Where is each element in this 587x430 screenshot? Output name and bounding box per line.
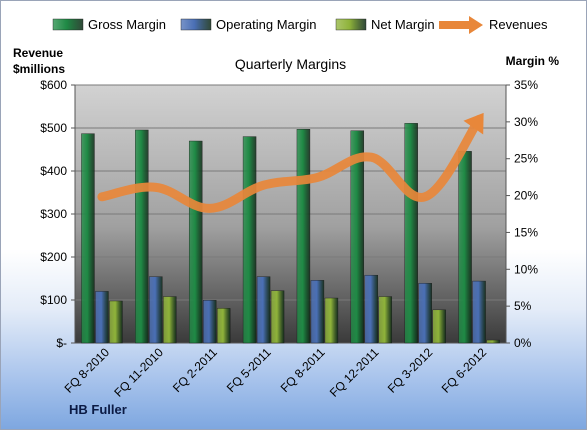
bar-operating-margin — [256, 276, 271, 344]
x-tick-label: FQ 12-2011 — [327, 345, 382, 400]
right-tick-label: 15% — [514, 225, 538, 239]
right-tick-label: 0% — [514, 336, 532, 350]
legend-label: Gross Margin — [88, 17, 166, 32]
bar-net-margin — [216, 308, 231, 344]
legend-label: Operating Margin — [216, 17, 316, 32]
legend-swatch — [180, 18, 212, 31]
bar-gross-margin — [242, 136, 257, 344]
bar-operating-margin — [95, 291, 109, 344]
x-tick-label: FQ 11-2010 — [111, 345, 166, 400]
right-axis-label: Margin % — [506, 54, 560, 68]
bar-net-margin — [378, 296, 393, 344]
bar-gross-margin — [350, 130, 365, 344]
chart-title: Quarterly Margins — [235, 56, 346, 72]
legend-swatch — [335, 18, 367, 31]
revenues-line — [97, 114, 484, 213]
right-tick-label: 20% — [514, 189, 538, 203]
right-tick-label: 5% — [514, 299, 532, 313]
right-tick-label: 25% — [514, 152, 538, 166]
legend-swatch — [52, 18, 84, 31]
bar-operating-margin — [418, 283, 432, 344]
bar-net-margin — [270, 290, 285, 344]
right-tick-label: 35% — [514, 78, 538, 92]
bar-net-margin — [163, 296, 177, 344]
bar-net-margin — [109, 300, 123, 344]
x-tick-label: FQ 6-2012 — [439, 345, 490, 396]
bar-gross-margin — [188, 140, 203, 344]
bar-gross-margin — [81, 133, 95, 344]
left-tick-label: $200 — [40, 250, 67, 264]
legend-label: Net Margin — [371, 17, 435, 32]
bar-operating-margin — [364, 274, 379, 344]
left-axis-label-line1: Revenue — [13, 46, 63, 60]
left-tick-label: $400 — [40, 164, 67, 178]
bar-net-margin — [324, 297, 339, 344]
bar-operating-margin — [202, 300, 217, 344]
revenues-arrowhead — [463, 112, 484, 135]
bar-operating-margin — [310, 280, 325, 344]
x-tick-label: FQ 8-2011 — [278, 345, 328, 395]
company-label: HB Fuller — [69, 402, 127, 417]
bar-operating-margin — [472, 280, 486, 344]
x-tick-label: FQ 3-2012 — [385, 345, 436, 396]
bar-gross-margin — [296, 129, 311, 344]
bar-net-margin — [486, 339, 500, 344]
x-tick-label: FQ 2-2011 — [170, 345, 220, 395]
right-tick-label: 30% — [514, 115, 538, 129]
bar-operating-margin — [149, 276, 163, 344]
bar-gross-margin — [404, 123, 418, 344]
x-tick-label: FQ 8-2010 — [62, 345, 113, 396]
left-tick-label: $600 — [40, 78, 67, 92]
bar-gross-margin — [458, 151, 472, 344]
left-tick-label: $300 — [40, 207, 67, 221]
legend-label: Revenues — [489, 17, 548, 32]
bar-net-margin — [432, 309, 446, 344]
x-tick-label: FQ 5-2011 — [224, 345, 274, 395]
left-tick-label: $100 — [40, 293, 67, 307]
bar-gross-margin — [135, 129, 149, 344]
right-tick-label: 10% — [514, 262, 538, 276]
left-tick-label: $500 — [40, 121, 67, 135]
left-tick-label: $- — [56, 336, 67, 350]
left-axis-label-line2: $millions — [13, 62, 65, 76]
legend-swatch-arrow — [469, 16, 483, 34]
